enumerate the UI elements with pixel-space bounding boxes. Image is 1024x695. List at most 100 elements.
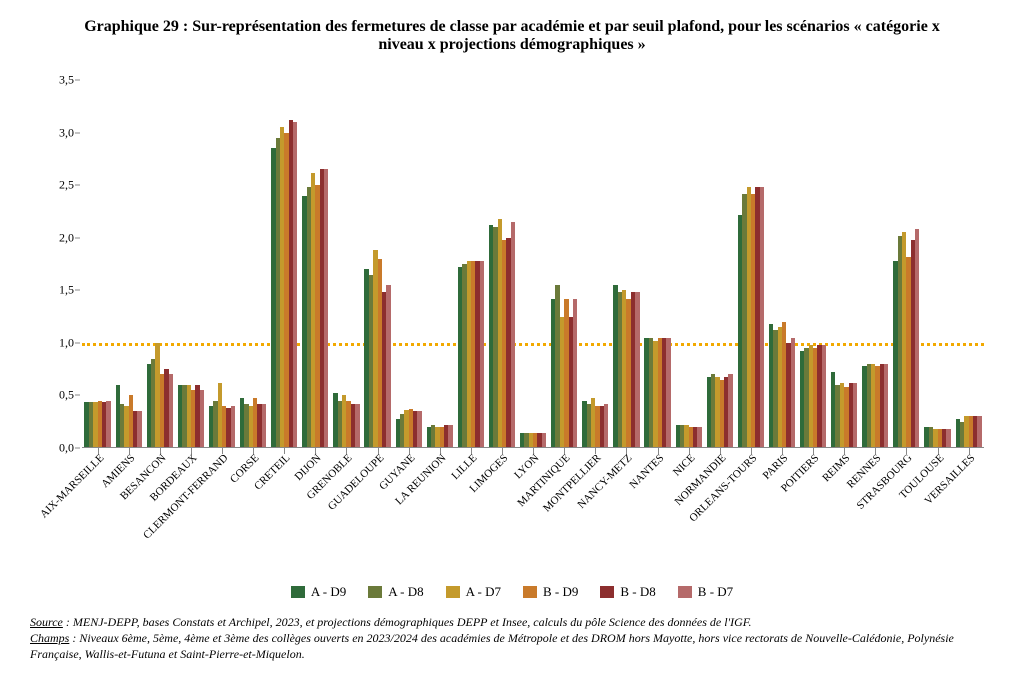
bar-cluster [676,80,702,448]
bar-group [269,80,300,448]
x-tick-label: CRETEIL [269,448,300,578]
y-tick-label: 1,5 [59,283,74,298]
legend-swatch [368,586,382,598]
bar-cluster [520,80,546,448]
x-tick-label: AIX-MARSEILLE [82,448,113,578]
y-tick-mark [75,132,80,133]
bar-cluster [613,80,639,448]
legend-item: A - D8 [368,584,423,600]
bar-group [953,80,984,448]
bar [946,429,950,448]
bar-cluster [240,80,266,448]
bar [169,374,173,448]
bar [542,433,546,448]
bar-cluster [769,80,795,448]
bar [293,122,297,448]
x-tick-label: REIMS [829,448,860,578]
bar-cluster [147,80,173,448]
bar-group [766,80,797,448]
bar-group [798,80,829,448]
bar [853,383,857,448]
y-tick-mark [75,290,80,291]
x-tick-label: LA REUNION [424,448,455,578]
bar [791,338,795,448]
y-tick-label: 0,5 [59,388,74,403]
bar-cluster [302,80,328,448]
bar [884,364,888,448]
bar-cluster [956,80,982,448]
legend-label: A - D9 [311,584,346,600]
bar [635,292,639,448]
x-tick-label: CORSE [238,448,269,578]
x-tick-label: CLERMONT-FERRAND [206,448,237,578]
legend-item: B - D7 [678,584,733,600]
x-tick-label: NANTES [642,448,673,578]
bar-group [611,80,642,448]
bar-group [175,80,206,448]
bar [760,187,764,448]
bar-group [238,80,269,448]
legend-swatch [678,586,692,598]
y-axis: 0,00,51,01,52,02,53,03,5 [40,80,80,448]
bar-group [673,80,704,448]
bar-group [331,80,362,448]
y-tick-mark [75,237,80,238]
legend-item: B - D9 [523,584,578,600]
bar-cluster [271,80,297,448]
y-tick-label: 1,0 [59,335,74,350]
bar-group [735,80,766,448]
bar [324,169,328,448]
legend-item: B - D8 [600,584,655,600]
source-note: Source : MENJ-DEPP, bases Constats et Ar… [30,614,994,630]
y-tick-mark [75,185,80,186]
bar-cluster [84,80,110,448]
legend-swatch [291,586,305,598]
bar-cluster [427,80,453,448]
bar-cluster [831,80,857,448]
bar-group [829,80,860,448]
x-tick-label: MONTPELLIER [580,448,611,578]
bar-group [455,80,486,448]
legend-item: A - D9 [291,584,346,600]
bar [604,404,608,448]
y-tick-label: 2,5 [59,178,74,193]
bar-cluster [644,80,670,448]
bar [200,390,204,448]
bar-group [486,80,517,448]
bar-group [642,80,673,448]
bar-groups [82,80,984,448]
x-tick-label: VERSAILLES [953,448,984,578]
x-tick-label: BORDEAUX [175,448,206,578]
champs-label: Champs [30,631,69,645]
x-tick-label: LILLE [455,448,486,578]
legend-swatch [523,586,537,598]
x-tick-label: MARTINIQUE [549,448,580,578]
bar [573,299,577,448]
bar-cluster [738,80,764,448]
x-tick-label: ORLEANS-TOURS [735,448,766,578]
x-tick-label: LYON [518,448,549,578]
x-tick-label: PARIS [766,448,797,578]
bar-cluster [364,80,390,448]
x-tick-label: NORMANDIE [704,448,735,578]
y-tick-label: 3,0 [59,125,74,140]
bar-group [580,80,611,448]
bar-cluster [178,80,204,448]
bar [137,411,141,448]
bar [822,345,826,448]
bar-group [518,80,549,448]
bar-cluster [396,80,422,448]
champs-text: : Niveaux 6ème, 5ème, 4ème et 3ème des c… [30,631,954,661]
bar-cluster [458,80,484,448]
bar-group [206,80,237,448]
bar-group [82,80,113,448]
x-tick-label: LIMOGES [486,448,517,578]
legend-label: B - D9 [543,584,578,600]
bar-cluster [209,80,235,448]
y-tick-label: 3,5 [59,73,74,88]
y-tick-mark [75,395,80,396]
x-tick-label: GUADELOUPE [362,448,393,578]
bar [697,427,701,448]
legend-swatch [600,586,614,598]
x-axis-labels: AIX-MARSEILLEAMIENSBESANCONBORDEAUXCLERM… [40,448,984,578]
